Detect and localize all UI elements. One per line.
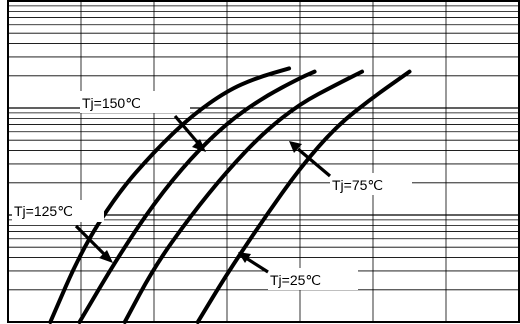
annotation-tj25: Tj=25℃ xyxy=(238,252,358,290)
series-line-2 xyxy=(122,69,365,324)
arrowhead-tj150 xyxy=(192,139,206,152)
arrowhead-tj25 xyxy=(238,252,251,263)
curves xyxy=(48,66,412,324)
arrow-tj25 xyxy=(245,256,269,274)
label-tj125: Tj=125℃ xyxy=(14,203,73,219)
annotation-tj125: Tj=125℃ xyxy=(12,200,113,263)
series-line-3 xyxy=(195,69,412,324)
plot-frame xyxy=(7,0,520,323)
label-tj25: Tj=25℃ xyxy=(270,272,321,288)
annotation-tj150: Tj=150℃ xyxy=(80,91,206,152)
annotations: Tj=150℃ Tj=125℃ Tj=75℃ Tj=25℃ xyxy=(12,91,412,290)
grid xyxy=(8,1,519,322)
arrow-tj125 xyxy=(74,224,106,256)
annotation-tj75: Tj=75℃ xyxy=(289,141,412,195)
series-line-0 xyxy=(48,66,292,324)
series-line-1 xyxy=(77,69,317,324)
label-tj75: Tj=75℃ xyxy=(332,177,383,193)
arrow-tj150 xyxy=(173,114,200,145)
arrow-tj75 xyxy=(296,147,332,178)
label-tj150: Tj=150℃ xyxy=(82,95,141,111)
arrowhead-tj75 xyxy=(289,141,302,153)
arrowhead-tj125 xyxy=(99,250,113,263)
